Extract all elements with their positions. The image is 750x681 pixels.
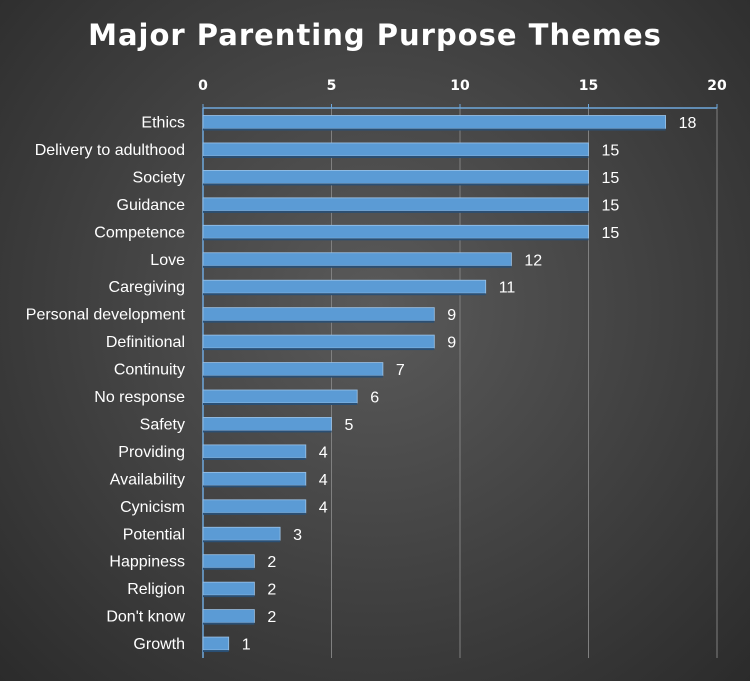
x-tick-label: 15 <box>579 78 598 94</box>
bar <box>202 609 255 623</box>
bar-shadow <box>203 320 435 323</box>
bar <box>202 279 487 294</box>
data-label: 12 <box>524 252 542 269</box>
data-label: 3 <box>293 527 302 544</box>
data-label: 15 <box>602 225 620 242</box>
bar-shadow <box>203 567 255 570</box>
x-tick-label: 0 <box>198 78 208 94</box>
data-label: 4 <box>319 499 328 516</box>
bar-shadow <box>203 155 589 158</box>
data-label: 18 <box>679 115 697 132</box>
category-label: Guidance <box>117 197 186 214</box>
category-label: No response <box>94 389 185 406</box>
category-label: Don't know <box>106 609 185 626</box>
category-label: Definitional <box>106 334 185 351</box>
data-label: 6 <box>370 390 379 407</box>
category-label: Ethics <box>141 115 185 132</box>
category-labels: Ethics Delivery to adulthood Society Guidan… <box>26 115 186 654</box>
bar <box>202 417 332 431</box>
category-label: Religion <box>127 581 185 598</box>
bar-shadow <box>203 430 332 433</box>
bar <box>202 197 589 212</box>
bar-shadow <box>203 595 255 598</box>
bar <box>202 334 435 349</box>
bar-shadow <box>203 512 306 515</box>
data-label: 4 <box>319 472 328 489</box>
data-label: 9 <box>447 335 456 352</box>
data-label: 15 <box>602 142 620 159</box>
bar <box>202 115 667 129</box>
data-label: 5 <box>345 417 354 434</box>
category-label: Competence <box>94 224 185 241</box>
gridlines <box>331 108 718 658</box>
bar-shadow <box>203 183 589 186</box>
x-tick-label: 20 <box>707 78 727 94</box>
data-label: 2 <box>267 582 276 599</box>
bar-shadow <box>203 128 666 131</box>
bar <box>202 252 512 267</box>
x-tick-label: 5 <box>327 78 337 94</box>
bar <box>202 389 358 404</box>
data-label: 9 <box>447 307 456 324</box>
category-label: Safety <box>140 416 185 433</box>
bar-shadow <box>203 457 306 460</box>
bar-shadow <box>203 485 306 488</box>
category-label: Love <box>150 252 185 269</box>
bar <box>202 444 307 459</box>
category-label: Caregiving <box>109 279 185 296</box>
category-label: Availability <box>110 471 185 488</box>
bar <box>202 169 589 184</box>
bar-shadow <box>203 265 512 268</box>
bar <box>202 471 307 486</box>
data-label: 7 <box>396 362 405 379</box>
category-label: Happiness <box>109 554 185 571</box>
bar <box>202 362 384 376</box>
x-tick-label: 10 <box>450 78 470 94</box>
category-label: Continuity <box>114 362 185 379</box>
bar-shadow <box>203 348 435 351</box>
bar-shadow <box>203 375 383 378</box>
bar <box>202 526 281 541</box>
data-label: 2 <box>267 554 276 571</box>
data-label: 4 <box>319 444 328 461</box>
bar-shadow <box>203 622 255 625</box>
bar-shadow <box>203 293 486 296</box>
bar <box>202 554 255 569</box>
chart-title: Major Parenting Purpose Themes <box>88 18 662 52</box>
data-label: 15 <box>602 170 620 187</box>
category-label: Potential <box>123 526 185 543</box>
bar <box>202 581 255 596</box>
bar <box>202 224 589 239</box>
bar <box>202 142 589 157</box>
bar-shadow <box>203 210 589 213</box>
data-label: 15 <box>602 197 620 214</box>
bar <box>202 307 435 322</box>
category-label: Delivery to adulthood <box>35 142 185 159</box>
data-label: 11 <box>499 280 516 297</box>
bar <box>202 499 307 514</box>
bars <box>202 115 667 653</box>
category-label: Growth <box>133 636 185 653</box>
bar-shadow <box>203 650 229 653</box>
bar <box>202 636 230 651</box>
category-label: Cynicism <box>120 499 185 516</box>
bar-shadow <box>203 540 281 543</box>
data-label: 2 <box>267 609 276 626</box>
category-label: Society <box>133 169 185 186</box>
category-label: Personal development <box>26 307 186 324</box>
bar-shadow <box>203 403 358 405</box>
data-label: 1 <box>242 637 251 654</box>
bar-shadow <box>203 238 589 241</box>
category-label: Providing <box>118 444 185 461</box>
